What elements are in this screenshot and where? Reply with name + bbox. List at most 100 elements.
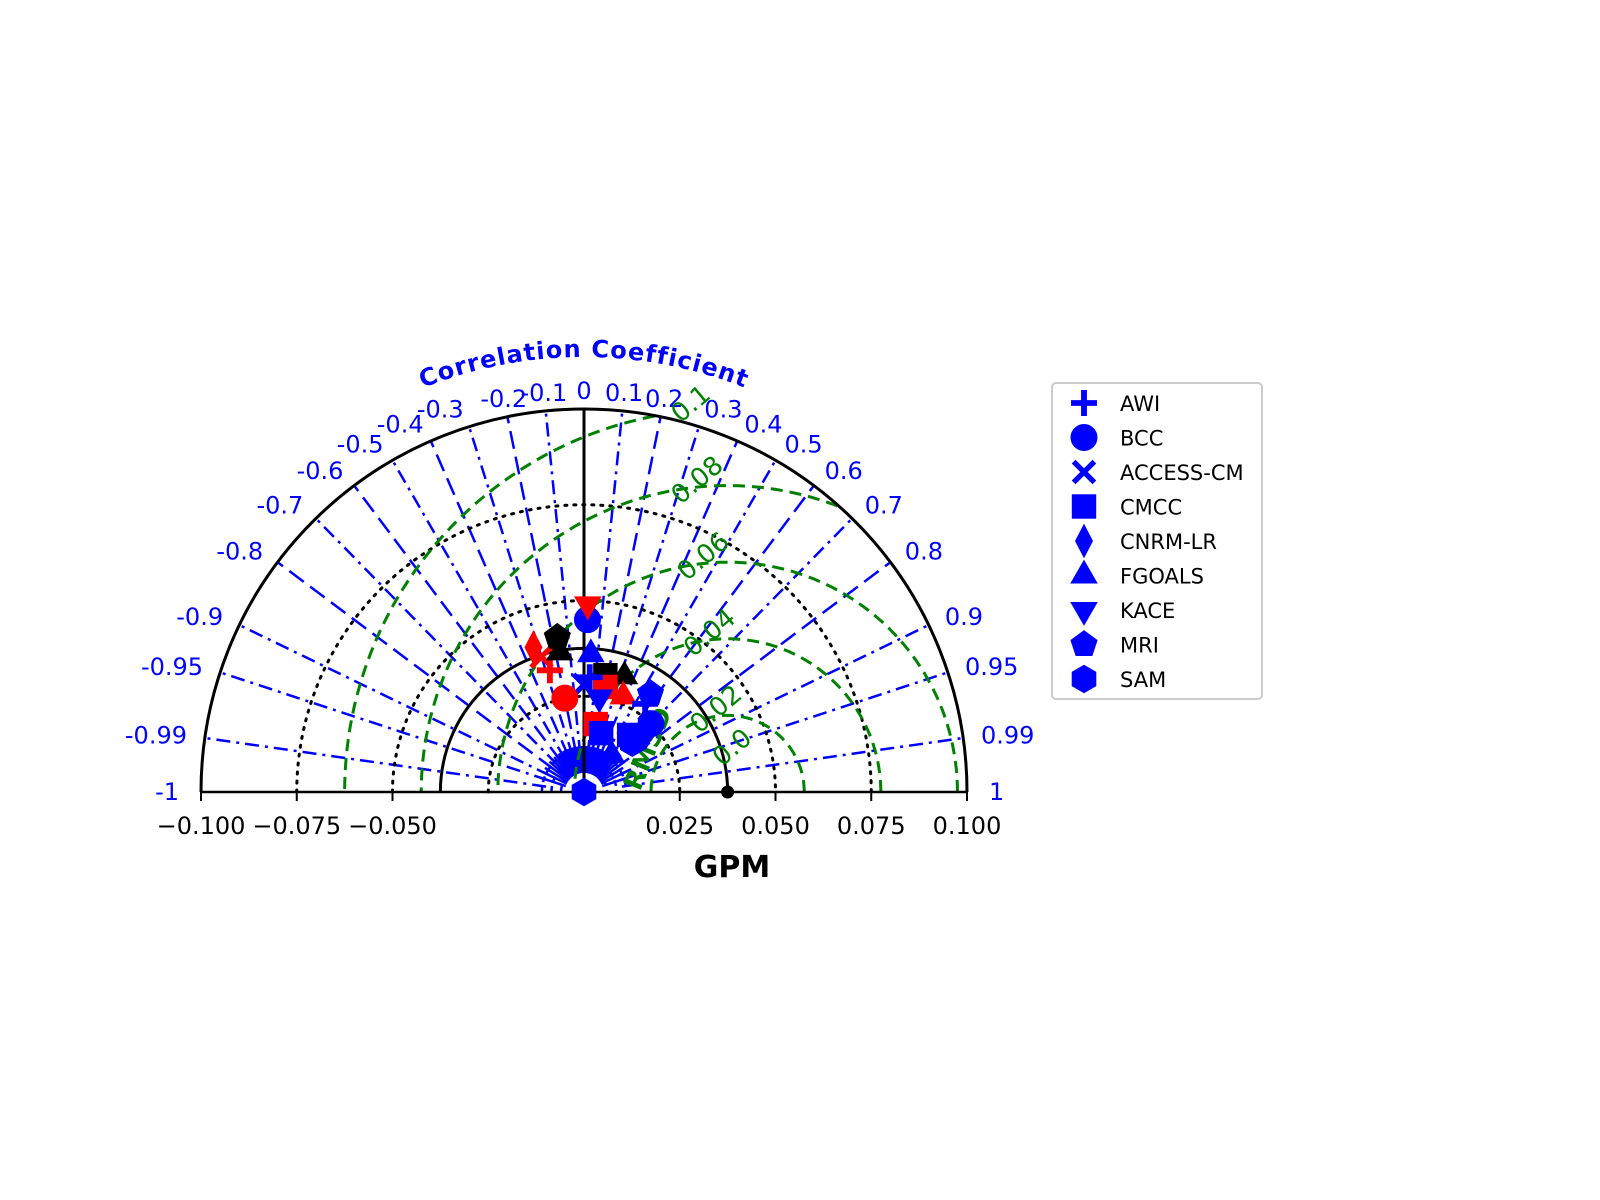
point-cmcc xyxy=(588,720,614,746)
point-kace-shape xyxy=(573,596,602,621)
corr-tick-label: -0.2 xyxy=(480,385,527,413)
corr-tick-label: -0.99 xyxy=(125,721,187,749)
rmsd-arc xyxy=(419,484,838,793)
corr-tick-label: -0.6 xyxy=(297,457,344,485)
legend-marker-mri xyxy=(1070,630,1098,656)
rmsd-arc xyxy=(496,560,959,793)
point-fgoals xyxy=(609,680,638,705)
point-fgoals-shape xyxy=(546,636,574,661)
corr-tick-label: -0.95 xyxy=(141,653,203,681)
corr-tick-label: -0.7 xyxy=(256,492,303,520)
corr-tick-label: -0.3 xyxy=(417,395,464,423)
legend-marker-mri-shape xyxy=(1070,630,1098,656)
corr-tick-label: -0.5 xyxy=(337,431,384,459)
legend-marker-fgoals xyxy=(1070,559,1098,584)
corr-tick-label: 0.1 xyxy=(605,379,643,407)
legend-label: CNRM-LR xyxy=(1120,530,1217,554)
legend-entry: AWI xyxy=(1071,390,1160,416)
corr-tick-label: -0.9 xyxy=(176,603,223,631)
x-axis-label: GPM xyxy=(694,850,770,885)
corr-radial-line xyxy=(621,736,964,788)
x-tick-label: 0.075 xyxy=(837,812,906,840)
legend: AWI BCC ACCESS-CM CMCC CNRM-LR FGOALS KACE MRI S… xyxy=(1051,382,1263,700)
legend-entry: ACCESS-CM xyxy=(1071,459,1244,485)
corr-tick-label: 0.6 xyxy=(825,457,863,485)
point-sam xyxy=(619,728,645,758)
point-fgoals-shape xyxy=(609,680,638,705)
legend-label: BCC xyxy=(1120,427,1163,451)
legend-marker-cmcc xyxy=(1071,494,1097,519)
legend-label: AWI xyxy=(1120,392,1160,416)
legend-marker-kace-shape xyxy=(1070,602,1098,626)
point-access-cm-shape xyxy=(571,672,597,697)
legend-label: CMCC xyxy=(1120,496,1182,520)
point-mri xyxy=(636,679,665,706)
legend-label: FGOALS xyxy=(1120,565,1204,589)
corr-radial-line xyxy=(315,517,559,766)
legend-entry: FGOALS xyxy=(1070,559,1204,589)
legend-marker-bcc-shape xyxy=(1070,424,1098,451)
corr-tick-label: 0.5 xyxy=(785,431,823,459)
corr-radial-line xyxy=(429,440,570,758)
corr-tick-label: 0.8 xyxy=(905,537,943,565)
x-tick-label: −0.050 xyxy=(348,812,437,840)
point-fgoals-shape xyxy=(597,739,626,764)
legend-marker-sam-shape xyxy=(1071,664,1097,694)
x-tick-label: −0.075 xyxy=(252,812,341,840)
legend-entry: BCC xyxy=(1070,424,1163,451)
point-fgoals-shape xyxy=(577,638,605,663)
corr-tick-label: 0.2 xyxy=(645,385,683,413)
point-fgoals xyxy=(577,638,605,663)
corr-tick-label: 0.95 xyxy=(965,653,1018,681)
legend-label: SAM xyxy=(1120,668,1166,692)
corr-radial-line xyxy=(613,561,892,771)
corr-tick-label: 1 xyxy=(989,778,1004,806)
legend-entry: SAM xyxy=(1071,664,1166,694)
point-sam-shape xyxy=(619,728,645,758)
legend-marker-fgoals-shape xyxy=(1070,559,1098,584)
legend-entry: KACE xyxy=(1070,599,1175,626)
point-ref xyxy=(721,785,735,799)
legend-box xyxy=(1051,382,1263,700)
legend-marker-cmcc-shape xyxy=(1071,494,1097,519)
point-sam xyxy=(571,777,597,807)
x-tick-label: 0.100 xyxy=(933,812,1002,840)
legend-marker-cnrm-lr xyxy=(1074,523,1094,559)
corr-tick-label: 0.9 xyxy=(945,603,983,631)
corr-tick-label: 0.99 xyxy=(981,721,1034,749)
point-mri-shape xyxy=(636,679,665,706)
point-kace xyxy=(573,596,602,621)
rmsd-arc xyxy=(343,414,655,793)
legend-marker-awi xyxy=(1071,390,1097,416)
x-tick-label: 0.050 xyxy=(741,812,810,840)
legend-label: KACE xyxy=(1120,599,1175,623)
corr-tick-label: -1 xyxy=(155,778,179,806)
corr-inner-arc xyxy=(540,748,628,793)
legend-marker-bcc xyxy=(1070,424,1098,451)
point-fgoals xyxy=(597,739,626,764)
legend-label: MRI xyxy=(1120,634,1159,658)
point-ref-shape xyxy=(721,785,735,799)
legend-marker-cnrm-lr-shape xyxy=(1074,523,1094,559)
rmsd-arc xyxy=(649,713,806,792)
point-access-cm-shape xyxy=(529,644,554,670)
legend-marker-access-cm xyxy=(1071,459,1097,485)
corr-tick-label: 0.4 xyxy=(744,410,782,438)
legend-marker-sam xyxy=(1071,664,1097,694)
x-tick-label: 0.025 xyxy=(645,812,714,840)
std-dotted-arc xyxy=(486,694,682,794)
legend-entry: CNRM-LR xyxy=(1074,523,1217,559)
corr-tick-label: -0.4 xyxy=(377,410,424,438)
legend-marker-awi-shape xyxy=(1071,390,1097,416)
legend-entry: MRI xyxy=(1070,630,1159,658)
corr-radial-line xyxy=(238,623,551,777)
corr-tick-label: 0.3 xyxy=(704,395,742,423)
point-access-cm xyxy=(571,672,597,697)
corr-radial-line xyxy=(617,623,930,777)
corr-tick-label: 0.7 xyxy=(865,492,903,520)
std-dotted-arc xyxy=(391,599,777,794)
corr-radial-line xyxy=(204,736,547,788)
point-cmcc-shape xyxy=(588,720,614,746)
point-access-cm xyxy=(529,644,554,670)
